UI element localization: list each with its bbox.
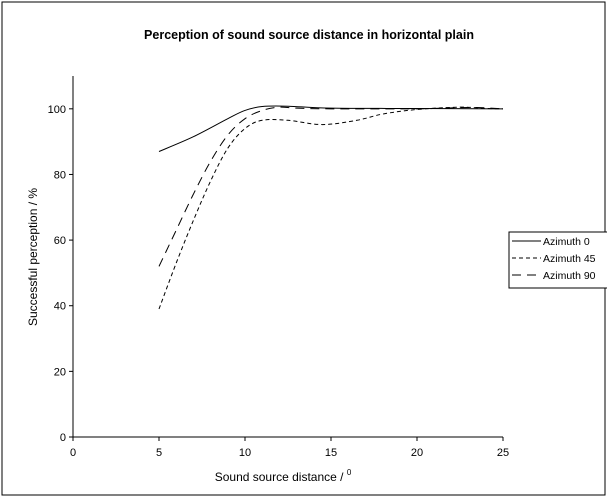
series-line-azimuth-90 [158,106,504,267]
y-tick-label: 100 [48,104,66,116]
x-tick-label: 20 [411,447,423,459]
x-axis-label-superscript: 0 [347,468,352,477]
y-tick-label: 80 [54,169,66,181]
legend: Azimuth 0 Azimuth 45 Azimuth 90 [508,231,607,289]
series-layer [158,105,504,310]
y-tick-label: 20 [54,366,66,378]
x-tick-label: 5 [156,447,162,459]
chart-title: Perception of sound source distance in h… [144,28,474,42]
y-axis: 0 20 40 60 80 100 [48,76,74,444]
legend-label: Azimuth 90 [543,270,596,282]
x-tick-label: 10 [239,447,251,459]
y-axis-label: Successful perception / % [26,188,40,326]
legend-label: Azimuth 45 [543,253,596,265]
y-tick-label: 0 [60,432,66,444]
x-tick-label: 15 [325,447,337,459]
y-tick-label: 60 [54,235,66,247]
legend-label: Azimuth 0 [543,236,590,248]
x-tick-label: 25 [497,447,509,459]
x-axis-label: Sound source distance / 0 [215,468,352,484]
x-axis: 0 5 10 15 20 25 [70,436,509,459]
y-tick-label: 40 [54,301,66,313]
x-tick-label: 0 [70,447,76,459]
x-axis-label-text: Sound source distance / [215,470,347,484]
